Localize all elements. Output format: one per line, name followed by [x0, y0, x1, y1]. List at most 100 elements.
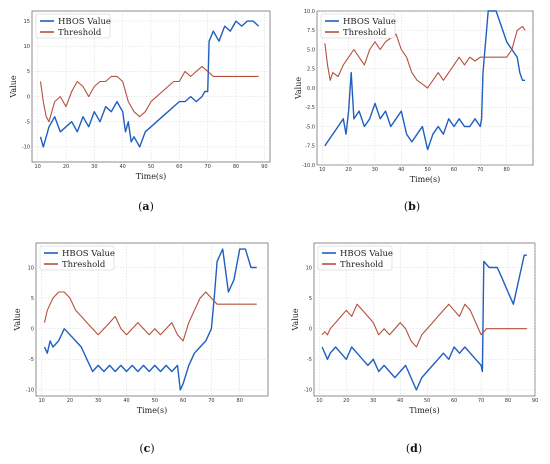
panel-label-close: ) [416, 200, 420, 213]
x-tick-label: 20 [67, 398, 73, 404]
x-tick-label: 30 [95, 398, 101, 404]
threshold-line [321, 303, 527, 348]
y-tick-label: 0 [27, 94, 30, 100]
panel-label-letter: c [144, 442, 151, 455]
x-tick-label: 60 [176, 164, 182, 170]
chart-panel: 10 20 30 40 50 60 70 80 -10 -5 0 5 10 Time(s) Value HBO… [13, 242, 269, 455]
legend-box [35, 13, 111, 39]
y-tick-label: -5 [25, 120, 30, 126]
y-tick-label: -5 [307, 357, 312, 363]
legend-entry: HBOS Value [58, 17, 111, 27]
x-tick-label: 10 [319, 167, 325, 173]
x-tick-label: 80 [237, 398, 243, 404]
panel-label-open: ( [406, 442, 410, 455]
x-tick-label: 40 [119, 164, 125, 170]
chart-panel: 10 20 30 40 50 60 70 80 -10.0 -7.5 -5.0 -2.5 0.0 2.5 5… [294, 9, 534, 213]
y-tick-label: 10 [28, 265, 34, 271]
x-tick-label: 30 [370, 398, 376, 404]
x-tick-label: 50 [148, 164, 154, 170]
x-tick-label: 70 [478, 398, 484, 404]
x-tick-label: 80 [505, 398, 511, 404]
legend-box [317, 245, 393, 271]
y-tick-label: -10.0 [302, 163, 315, 169]
legend-entry: HBOS Value [343, 17, 396, 27]
panel-label-letter: a [142, 200, 149, 213]
panel-label: (a) [138, 200, 154, 213]
y-tick-label: 0 [309, 326, 312, 332]
y-tick-label: 2.5 [307, 67, 315, 73]
legend-entry: Threshold [62, 260, 106, 270]
y-tick-label: -10 [22, 145, 30, 151]
legend-entry: Threshold [340, 260, 384, 270]
y-tick-label: 5.0 [307, 47, 315, 53]
panel-label-close: ) [418, 442, 422, 455]
x-tick-label: 10 [316, 398, 322, 404]
x-tick-label: 20 [345, 167, 351, 173]
x-tick-label: 20 [63, 164, 69, 170]
x-tick-label: 60 [451, 398, 457, 404]
x-tick-label: 70 [477, 167, 483, 173]
x-axis-label: Time(s) [410, 175, 441, 184]
y-axis-label: Value [291, 308, 300, 332]
x-tick-label: 90 [532, 398, 538, 404]
x-tick-label: 10 [38, 398, 44, 404]
panel-label-letter: d [410, 442, 418, 455]
legend-entry: HBOS Value [340, 249, 393, 259]
y-tick-label: -5 [29, 357, 34, 363]
y-tick-label: 10.0 [304, 9, 315, 15]
y-tick-label: -5.0 [305, 124, 315, 130]
x-tick-label: 80 [503, 167, 509, 173]
panel-label-close: ) [150, 200, 154, 213]
x-tick-label: 50 [424, 398, 430, 404]
hbos-value-line [43, 248, 257, 391]
x-axis-label: Time(s) [136, 172, 167, 181]
x-tick-label: 90 [261, 164, 267, 170]
panel-label: (d) [406, 442, 422, 455]
legend-entry: Threshold [343, 28, 387, 38]
x-tick-label: 30 [91, 164, 97, 170]
y-tick-label: -7.5 [305, 144, 315, 150]
y-tick-label: -10 [304, 388, 312, 394]
y-tick-label: 0 [31, 326, 34, 332]
y-tick-label: -10 [26, 388, 34, 394]
legend-entry: Threshold [58, 28, 102, 38]
x-tick-label: 50 [424, 167, 430, 173]
panel-label-close: ) [150, 442, 154, 455]
panel-label: (c) [139, 442, 154, 455]
threshold-line [43, 291, 257, 342]
x-tick-label: 40 [397, 398, 403, 404]
x-tick-label: 70 [204, 164, 210, 170]
chart-panel: 10 20 30 40 50 60 70 80 90 -10 -5 0 5 10 15 Time(s) Valu… [9, 10, 271, 213]
y-axis-label: Value [9, 75, 18, 99]
y-tick-label: 7.5 [307, 28, 315, 34]
y-tick-label: 0.0 [307, 86, 315, 92]
legend-box [39, 245, 115, 271]
y-tick-label: 5 [309, 296, 312, 302]
hbos-value-line [324, 10, 526, 151]
hbos-value-line [39, 20, 260, 148]
panel-label-open: ( [404, 200, 408, 213]
legend-box [320, 13, 396, 39]
y-tick-label: 5 [31, 296, 34, 302]
threshold-line [324, 25, 526, 89]
x-tick-label: 70 [208, 398, 214, 404]
legend-entry: HBOS Value [62, 249, 115, 259]
x-tick-label: 40 [398, 167, 404, 173]
panel-label-letter: b [408, 200, 416, 213]
y-tick-label: 15 [24, 19, 30, 25]
x-tick-label: 60 [180, 398, 186, 404]
x-axis-label: Time(s) [409, 406, 440, 415]
panel-label-open: ( [139, 442, 143, 455]
x-tick-label: 20 [343, 398, 349, 404]
x-tick-label: 50 [152, 398, 158, 404]
threshold-line [39, 65, 259, 123]
chart-panel: 10 20 30 40 50 60 70 80 90 -10 -5 0 5 10 Time(s) Value H… [291, 242, 538, 455]
hbos-value-line [321, 254, 527, 391]
y-tick-label: -2.5 [305, 105, 315, 111]
y-tick-label: 5 [27, 69, 30, 75]
